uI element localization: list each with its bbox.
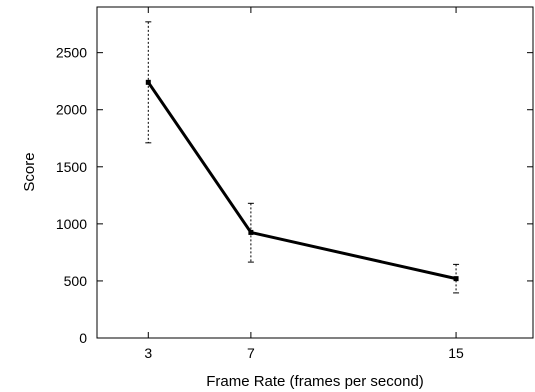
x-axis-label: Frame Rate (frames per second) [206,373,424,390]
x-tick-label: 7 [247,345,255,361]
x-tick-label: 3 [144,345,152,361]
y-tick-label: 500 [64,273,88,289]
data-point [145,79,151,85]
x-axis-ticks: 3 7 15 [144,7,464,361]
y-axis-ticks: 0 500 1000 1500 2000 2500 [56,45,533,346]
y-axis-label: Score [21,152,38,191]
y-tick-label: 1500 [56,159,87,175]
y-tick-label: 2500 [56,45,87,61]
data-point [248,229,254,235]
y-tick-label: 0 [79,330,87,346]
y-tick-label: 1000 [56,216,87,232]
x-tick-label: 15 [448,345,464,361]
series-line [147,81,457,281]
data-series [145,21,460,294]
y-tick-label: 2000 [56,102,87,118]
data-point [453,276,459,282]
plot-frame [96,6,534,339]
